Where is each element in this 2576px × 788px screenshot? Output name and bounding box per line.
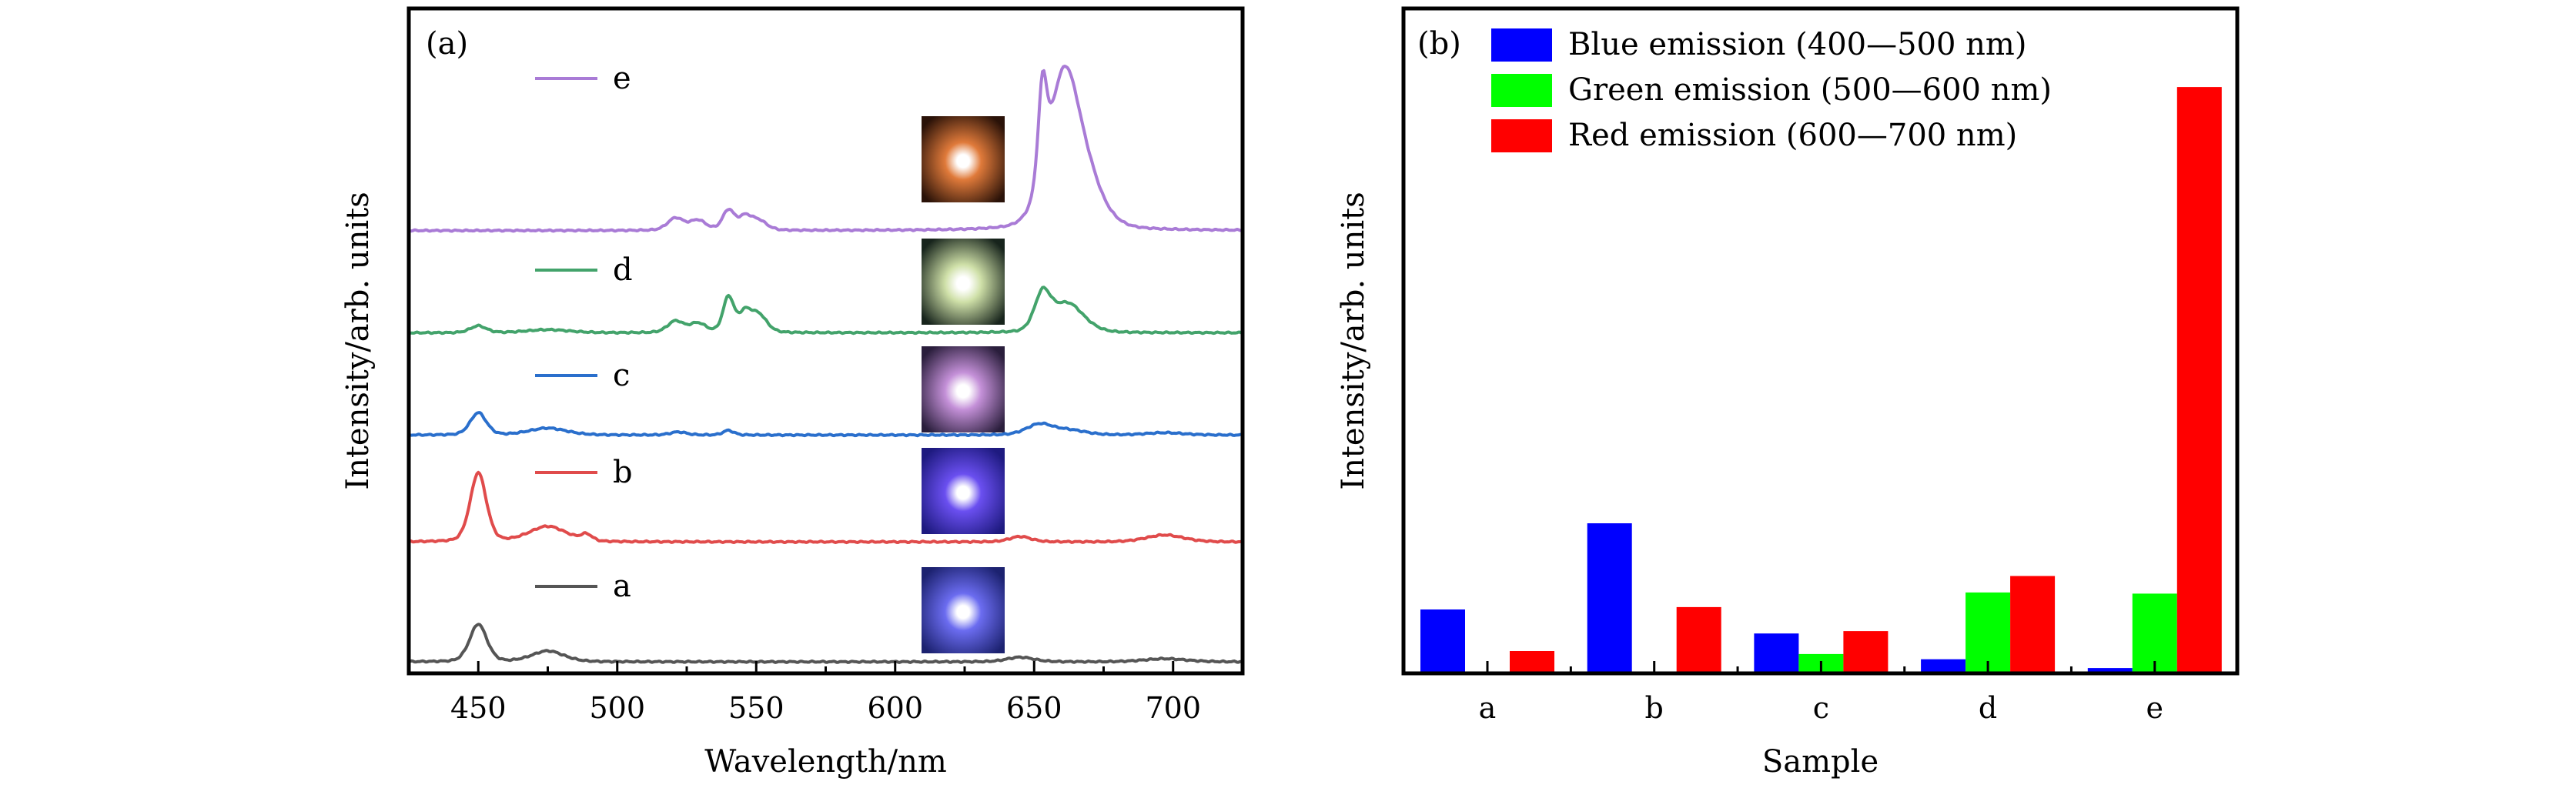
inset-photo-d — [922, 239, 1005, 325]
inset-photo-c — [922, 346, 1005, 432]
legend-swatch — [1491, 119, 1552, 152]
bar-e-blue — [2087, 668, 2133, 673]
bar-a-blue — [1420, 609, 1465, 673]
legend-label: e — [613, 61, 631, 96]
bar-c-red — [1843, 631, 1889, 673]
legend-item-e: e — [535, 61, 631, 96]
x-tick-label: a — [1479, 691, 1497, 725]
bar-d-green — [1965, 592, 2011, 673]
legend-item-a: a — [535, 569, 631, 604]
x-tick-label: 700 — [1145, 691, 1201, 725]
inset-photo-b — [922, 448, 1005, 534]
inset-images — [922, 116, 1005, 653]
x-tick-label: 550 — [728, 691, 785, 725]
x-tick-label: 500 — [589, 691, 645, 725]
legend-label: d — [613, 252, 633, 288]
legend-item-c: c — [535, 358, 630, 393]
panel-b-bars: a b c d e Blue emission (400—500 nm) Green em… — [1336, 6, 2240, 780]
bar-d-blue — [1921, 659, 1966, 673]
legend-swatch — [1491, 74, 1552, 107]
spectrum-curve-e — [408, 65, 1243, 233]
inset-photo-a — [922, 567, 1005, 653]
legend-label: b — [613, 455, 633, 490]
y-axis-title-a: Intensity/arb. units — [340, 192, 376, 489]
x-tick-label: 600 — [867, 691, 923, 725]
legend-label: Green emission (500—600 nm) — [1568, 72, 2052, 108]
plot-frame-a — [406, 6, 1245, 676]
x-tick-label: c — [1813, 691, 1829, 725]
x-axis-title-a: Wavelength/nm — [704, 744, 947, 780]
y-axis-title-b: Intensity/arb. units — [1336, 192, 1371, 489]
x-tick-label: d — [1979, 691, 1997, 725]
bar-a-red — [1510, 651, 1554, 673]
x-ticks-b: a b c d e — [1479, 661, 2163, 725]
x-tick-label: 450 — [450, 691, 507, 725]
x-tick-label: e — [2146, 691, 2164, 725]
x-ticks-a: 450 500 550 600 650 700 — [450, 661, 1201, 725]
legend-item-green: Green emission (500—600 nm) — [1491, 72, 2052, 108]
x-axis-title-b: Sample — [1762, 744, 1878, 780]
bar-d-red — [2010, 576, 2056, 673]
bar-c-blue — [1754, 633, 1799, 673]
legend-label: Blue emission (400—500 nm) — [1568, 27, 2026, 62]
inset-photo-e — [922, 116, 1005, 202]
legend-item-blue: Blue emission (400—500 nm) — [1491, 27, 2026, 62]
panel-label-b: (b) — [1417, 26, 1461, 62]
legend-item-red: Red emission (600—700 nm) — [1491, 118, 2017, 153]
spectrum-curve-a — [408, 623, 1243, 664]
spectrum-curve-b — [408, 470, 1243, 545]
legend-a: a b c d e — [535, 61, 633, 604]
spectrum-curve-c — [408, 411, 1243, 438]
legend-label: a — [613, 569, 631, 604]
legend-label: Red emission (600—700 nm) — [1568, 118, 2017, 153]
spectrum-curve-d — [408, 285, 1243, 336]
legend-item-b: b — [535, 455, 633, 490]
panel-label-a: (a) — [426, 26, 468, 62]
bar-e-red — [2176, 87, 2222, 674]
bars — [1420, 87, 2222, 674]
legend-label: c — [613, 358, 630, 393]
legend-item-d: d — [535, 252, 633, 288]
x-tick-label: b — [1645, 691, 1664, 725]
spectra-curves — [408, 65, 1243, 664]
plot-frame-b — [1401, 6, 2240, 676]
x-tick-label: 650 — [1006, 691, 1062, 725]
legend-b: Blue emission (400—500 nm) Green emission… — [1491, 27, 2052, 153]
bar-b-red — [1676, 606, 1721, 673]
legend-swatch — [1491, 28, 1552, 62]
panel-a-spectra: a b c d e 450 500 550 600 650 700 (a) Wavelength/… — [340, 6, 1245, 780]
bar-e-green — [2132, 593, 2177, 673]
bar-b-blue — [1587, 523, 1632, 673]
